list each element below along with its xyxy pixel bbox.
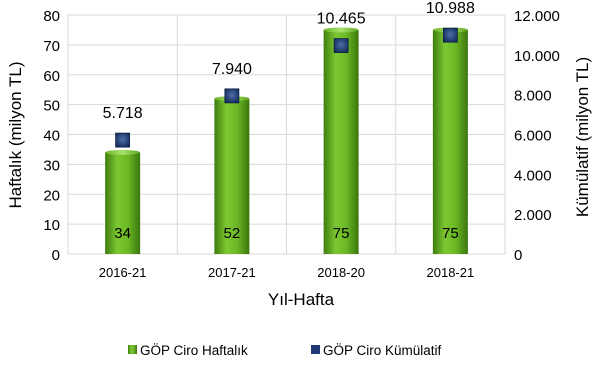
bar (214, 98, 250, 255)
y-tick-label: 20 (43, 187, 60, 204)
y2-tick-label: 6.000 (514, 128, 552, 145)
bar-data-label: 75 (333, 225, 350, 242)
y-tick-label: 0 (52, 247, 60, 264)
bar-data-label: 52 (224, 225, 241, 242)
y2-tick-label: 8.000 (514, 88, 552, 105)
legend-label-weekly: GÖP Ciro Haftalık (140, 343, 248, 358)
bar (323, 29, 359, 254)
marker-series: 5.718 7.940 10.465 10.988 (103, 0, 475, 148)
y-tick-label: 70 (43, 38, 60, 55)
legend: GÖP Ciro Haftalık GÖP Ciro Kümülatif (128, 343, 442, 358)
y2-axis-title: Kümülatif (milyon TL) (573, 57, 592, 217)
bar-top (105, 149, 141, 155)
gridlines (67, 14, 506, 255)
y-tick-label: 10 (43, 217, 60, 234)
x-tick-label: 2018-21 (427, 265, 475, 280)
cumulative-data-label: 7.940 (212, 61, 252, 78)
bar-data-label: 75 (442, 225, 459, 242)
cumulative-data-label: 10.988 (426, 0, 475, 17)
cumulative-marker (442, 27, 458, 43)
legend-swatch-marker (311, 345, 320, 354)
bar-data-label: 34 (114, 225, 131, 242)
x-tick-label: 2016-21 (99, 265, 147, 280)
y-tick-label: 80 (43, 8, 60, 25)
bar (105, 152, 141, 254)
y-tick-label: 30 (43, 157, 60, 174)
legend-swatch-bar (128, 345, 137, 354)
cumulative-marker (333, 38, 349, 53)
legend-label-cumulative: GÖP Ciro Kümülatif (323, 343, 442, 358)
x-axis-title: Yıl-Hafta (268, 290, 335, 309)
x-tick-label: 2017-21 (208, 265, 256, 280)
bar (432, 29, 468, 254)
axes: 0 10 20 30 40 50 60 70 80 0 2.000 4.000 6.000 8.000 10… (43, 8, 560, 280)
bar-top (323, 27, 359, 33)
y2-tick-label: 2.000 (514, 207, 552, 224)
y2-tick-label: 10.000 (514, 48, 560, 65)
x-tick-label: 2018-20 (317, 265, 365, 280)
cumulative-marker (115, 132, 131, 148)
cumulative-data-label: 5.718 (103, 105, 143, 122)
y-tick-label: 60 (43, 68, 60, 85)
y2-tick-label: 12.000 (514, 8, 560, 25)
y2-tick-label: 0 (514, 247, 522, 264)
cumulative-marker (224, 88, 240, 104)
y-tick-label: 40 (43, 128, 60, 145)
y2-tick-label: 4.000 (514, 167, 552, 184)
cumulative-data-label: 10.465 (317, 11, 366, 28)
y-tick-label: 50 (43, 98, 60, 115)
y-axis-title: Haftalık (milyon TL) (6, 61, 25, 208)
